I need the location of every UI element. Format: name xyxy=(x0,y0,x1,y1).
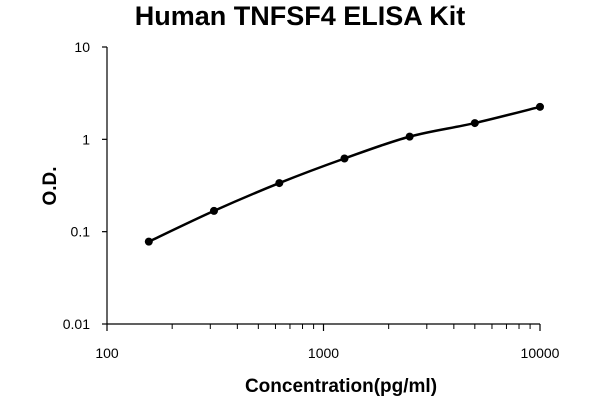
plot-area: 0.01 0.1 1 10 100 1000 10000 xyxy=(63,39,560,361)
standard-curve-line xyxy=(148,105,541,243)
data-point xyxy=(470,119,479,128)
data-point xyxy=(209,206,218,215)
data-point xyxy=(144,237,153,246)
y-tick-label: 0.01 xyxy=(63,316,90,332)
x-axis-ticks: 100 1000 10000 xyxy=(95,324,560,361)
y-axis-label: O.D. xyxy=(40,166,61,205)
x-tick-label: 100 xyxy=(95,345,119,361)
x-tick-label: 10000 xyxy=(521,345,560,361)
chart-title: Human TNFSF4 ELISA Kit xyxy=(135,1,466,31)
y-tick-label: 1 xyxy=(82,131,90,147)
data-points xyxy=(144,102,544,246)
x-tick-label: 1000 xyxy=(308,345,339,361)
data-point xyxy=(405,132,414,141)
data-point xyxy=(275,179,284,188)
y-axis-ticks: 0.01 0.1 1 10 xyxy=(63,39,107,332)
x-axis-label: Concentration(pg/ml) xyxy=(245,376,437,397)
data-point xyxy=(536,102,544,111)
y-tick-label: 10 xyxy=(74,39,90,55)
data-point xyxy=(340,154,349,163)
y-tick-label: 0.1 xyxy=(71,224,91,240)
